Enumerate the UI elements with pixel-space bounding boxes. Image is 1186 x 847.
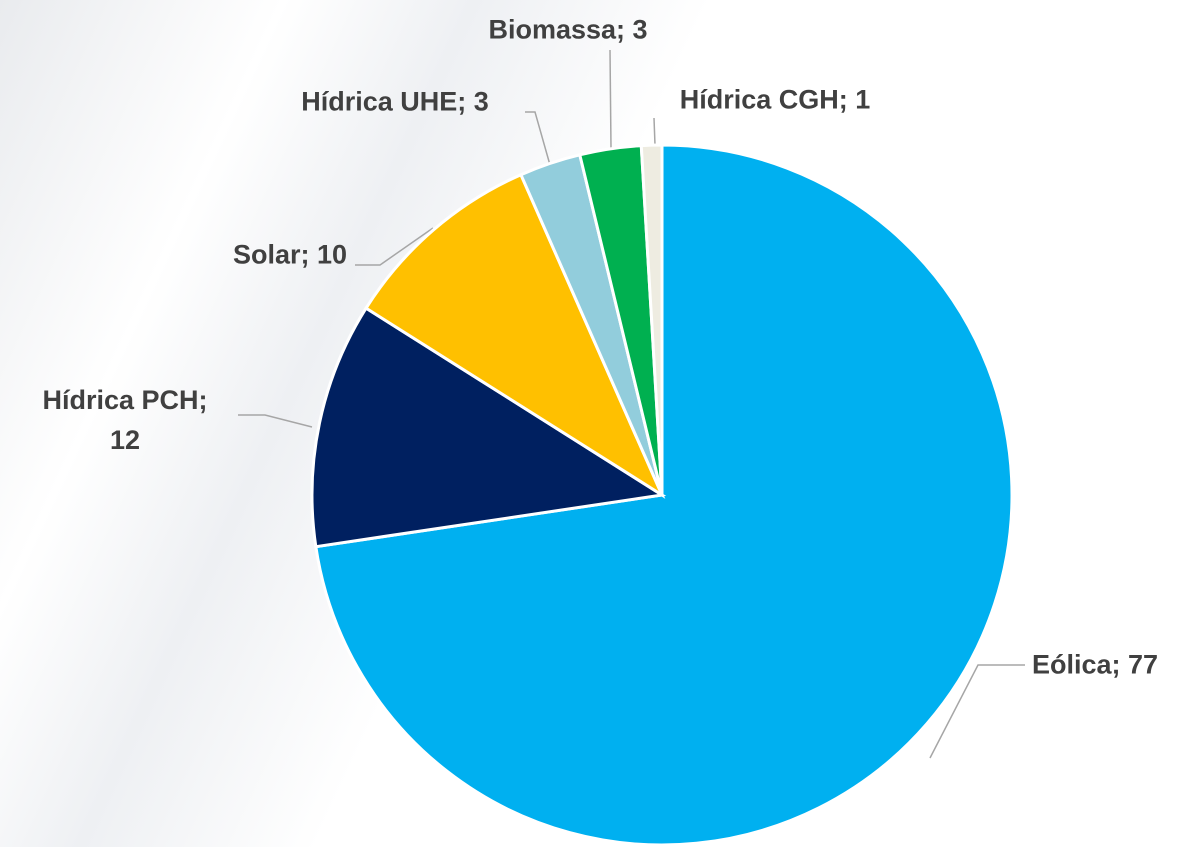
leader-line xyxy=(609,49,612,149)
data-label: Hídrica PCH; 12 xyxy=(42,385,208,455)
pie-slice xyxy=(639,143,664,496)
leader-line xyxy=(355,227,434,266)
leader-line xyxy=(238,414,313,428)
pie xyxy=(310,143,1014,847)
pie-slice xyxy=(310,306,667,549)
data-label: Solar; 10 xyxy=(232,239,348,270)
data-label: Hídrica CGH; 1 xyxy=(679,84,871,115)
pie-slice xyxy=(363,172,666,499)
data-label: Eólica; 77 xyxy=(1031,649,1159,680)
leader-line xyxy=(929,664,1025,759)
leader-lines xyxy=(238,49,1025,759)
data-label: Hídrica UHE; 3 xyxy=(301,86,489,117)
data-label: Biomassa; 3 xyxy=(488,14,648,45)
leader-line xyxy=(525,111,551,166)
leader-line xyxy=(653,117,656,146)
